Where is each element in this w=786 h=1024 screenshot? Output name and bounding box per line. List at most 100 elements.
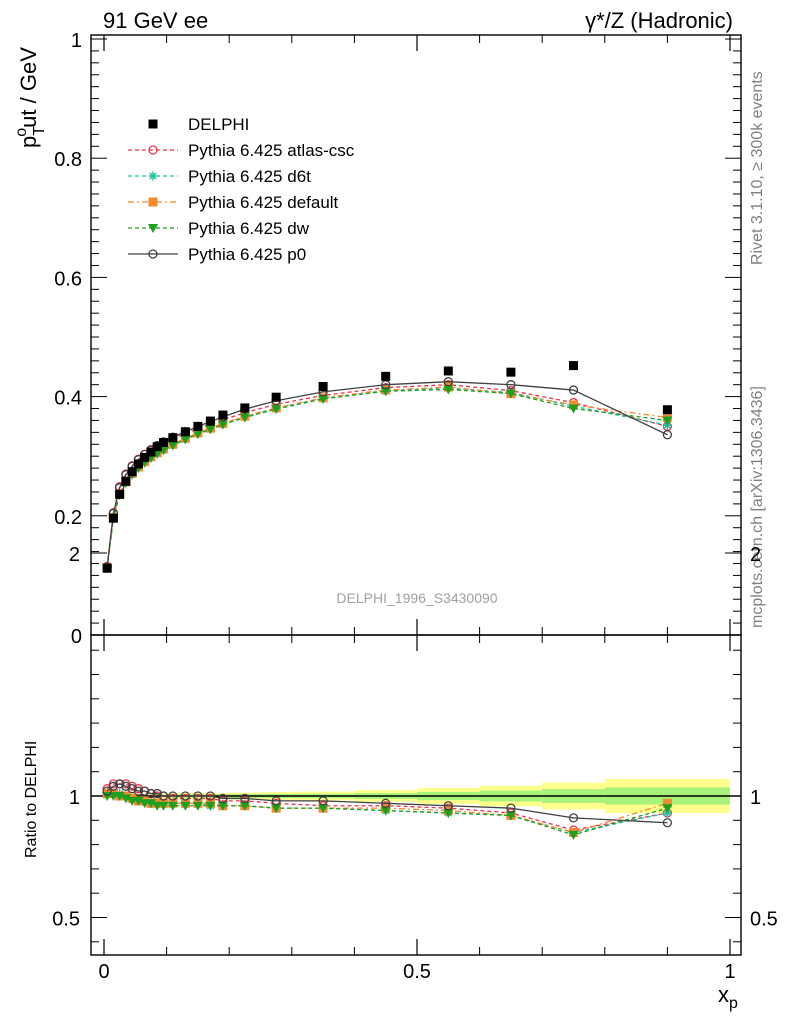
legend-label: DELPHI (188, 115, 249, 134)
ratio-point (140, 786, 150, 796)
ratio-point (152, 801, 163, 811)
data-point (146, 447, 156, 457)
data-point (108, 513, 118, 523)
data-point (127, 467, 137, 477)
ratio-point (168, 791, 178, 801)
ratio-point (158, 791, 169, 801)
data-point (115, 489, 125, 499)
x-tick-label: 0.5 (403, 961, 431, 983)
ratio-point (218, 793, 228, 804)
ratio-series-pythia-6-425-p0 (102, 779, 673, 828)
data-point (568, 385, 579, 395)
data-point (158, 437, 168, 447)
series-pythia-6-425-default (102, 382, 672, 573)
ratio-point (152, 788, 162, 799)
ratio-point (193, 791, 203, 801)
legend-marker (148, 249, 158, 259)
star-stroke (149, 172, 157, 180)
legend-entry-pythia-6-425-dw: Pythia 6.425 dw (128, 219, 310, 238)
data-point (569, 361, 578, 371)
legend-entry-pythia-6-425-default: Pythia 6.425 default (128, 193, 339, 212)
ratio-y-tick-label-right: 0.5 (750, 909, 778, 931)
data-point (140, 452, 150, 462)
ratio-point (318, 804, 329, 814)
data-point (192, 430, 203, 440)
ratio-point (380, 806, 391, 816)
series-pythia-6-425-atlas-csc (102, 380, 673, 572)
series-line (106, 384, 668, 567)
ratio-y-axis-label: Ratio to DELPHI (23, 741, 40, 858)
main-y-tick-label: 0 (71, 626, 82, 648)
ratio-plot-panel: 0.5 0.5 1 1 2 2 0 0.5 1 (52, 544, 778, 983)
ratio-point (271, 804, 282, 814)
legend-label: Pythia 6.425 atlas-csc (188, 141, 355, 160)
ratio-point (167, 801, 178, 811)
data-point (318, 381, 328, 391)
ratio-point (568, 830, 579, 840)
series-line (106, 386, 668, 568)
data-point (217, 420, 228, 430)
legend-entry-pythia-6-425-atlas-csc: Pythia 6.425 atlas-csc (128, 141, 355, 160)
legend-entry-pythia-6-425-d6t: Pythia 6.425 d6t (128, 167, 311, 186)
legend-marker (148, 224, 158, 233)
data-point (205, 425, 216, 435)
ratio-series-pythia-6-425-dw (102, 792, 673, 840)
legend-label: Pythia 6.425 default (188, 193, 339, 212)
main-plot-panel: 0 0.2 0.4 0.6 0.8 1 (54, 30, 742, 648)
legend-label: Pythia 6.425 d6t (188, 167, 311, 186)
ratio-point (180, 791, 191, 801)
ratio-y-tick-label: 2 (69, 544, 80, 566)
ratio-point (568, 813, 579, 823)
ratio-y-tick-label-right: 2 (750, 544, 761, 566)
legend-marker (148, 197, 158, 207)
ratio-point (506, 803, 516, 813)
ratio-point (271, 796, 281, 806)
data-point (167, 441, 178, 451)
header-left: 91 GeV ee (103, 8, 208, 33)
legend: DELPHI Pythia 6.425 atlas-csc Pythia 6.425… (128, 115, 355, 264)
ratio-point (381, 798, 391, 808)
ratio-point (158, 801, 169, 811)
ratio-point (121, 781, 131, 791)
main-y-axis-label: pTout / GeV (13, 47, 48, 148)
legend-marker (148, 145, 158, 155)
data-point (180, 435, 191, 445)
ratio-point (108, 779, 119, 789)
data-point (380, 387, 391, 397)
ratio-y-tick-label: 0.5 (52, 909, 80, 931)
data-point (271, 392, 281, 402)
ratio-point (120, 794, 131, 804)
data-point (218, 410, 228, 420)
legend-entry-delphi: DELPHI (148, 115, 249, 134)
ratio-point (180, 801, 191, 811)
x-tick-label: 1 (724, 961, 735, 983)
data-point (102, 563, 112, 573)
ratio-point (127, 784, 137, 794)
main-y-tick-label: 1 (71, 30, 82, 52)
ratio-point (318, 796, 328, 806)
ratio-point (443, 809, 454, 819)
ratio-point (192, 801, 203, 811)
data-point (133, 459, 143, 469)
ratio-point (133, 786, 144, 796)
data-point (443, 366, 453, 376)
ratio-point (662, 804, 673, 814)
ratio-point (139, 799, 150, 809)
data-point (239, 413, 250, 423)
main-y-tick-label: 0.6 (54, 268, 82, 290)
ratio-point (205, 801, 216, 811)
ratio-point (217, 801, 228, 811)
rivet-label: Rivet 3.1.10, ≥ 300k events (749, 71, 766, 265)
data-point (271, 405, 282, 415)
legend-entry-pythia-6-425-p0: Pythia 6.425 p0 (128, 245, 306, 264)
data-point (662, 405, 672, 415)
ratio-point (662, 798, 672, 808)
ratio-point (239, 801, 250, 811)
ratio-point (108, 781, 119, 791)
ratio-point (115, 779, 125, 789)
data-point (505, 389, 516, 399)
x-tick-label: 0 (98, 961, 109, 983)
data-point (568, 404, 579, 414)
data-point (506, 367, 516, 377)
data-point (381, 371, 391, 381)
